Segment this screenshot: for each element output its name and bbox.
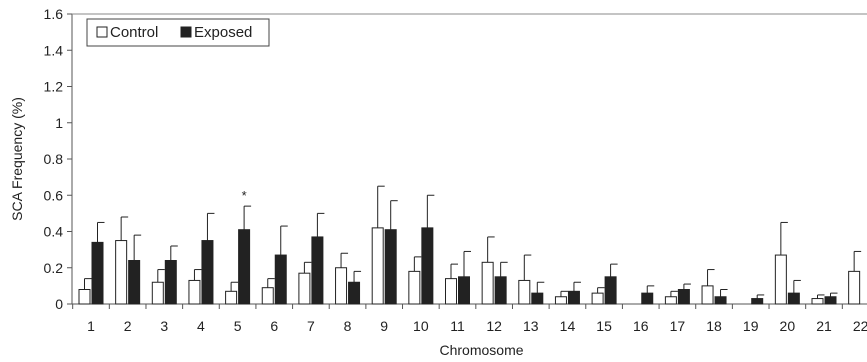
control-bar <box>811 298 824 305</box>
x-tick-label: 22 <box>853 318 867 334</box>
control-bar <box>115 240 128 305</box>
y-tick-label: 0.6 <box>44 187 64 203</box>
significance-marker: * <box>242 188 247 203</box>
exposed-bar <box>787 292 800 305</box>
x-tick-label: 9 <box>380 318 388 334</box>
control-bar <box>408 270 421 305</box>
y-tick-label: 1.2 <box>44 79 64 95</box>
legend-swatch-exposed <box>180 26 192 38</box>
exposed-bar <box>311 236 324 305</box>
x-axis-title: Chromosome <box>439 342 523 358</box>
exposed-bar <box>604 276 617 305</box>
x-tick-label: 10 <box>413 318 429 334</box>
control-bar <box>261 287 274 305</box>
control-bar <box>335 267 348 305</box>
control-bar <box>554 296 567 305</box>
x-tick-label: 11 <box>450 318 465 334</box>
x-tick-label: 12 <box>486 318 502 334</box>
x-tick-label: 2 <box>124 318 132 334</box>
control-bar <box>78 289 91 305</box>
control-bar <box>481 261 494 305</box>
exposed-bar <box>238 229 251 305</box>
exposed-bar <box>348 281 361 305</box>
x-tick-label: 8 <box>344 318 352 334</box>
y-axis-title: SCA Frequency (%) <box>9 97 25 221</box>
x-tick-label: 16 <box>633 318 649 334</box>
exposed-bar <box>274 254 287 305</box>
exposed-bar <box>677 289 690 305</box>
x-tick-label: 14 <box>560 318 576 334</box>
y-tick-label: 1 <box>55 115 63 131</box>
exposed-bar <box>128 260 141 305</box>
legend-swatch-control <box>96 26 108 38</box>
exposed-bar <box>531 292 544 305</box>
y-tick-label: 1.4 <box>44 42 64 58</box>
x-tick-label: 19 <box>743 318 759 334</box>
exposed-bar <box>201 240 214 305</box>
control-bar <box>371 227 384 305</box>
control-bar <box>445 278 457 305</box>
control-bar <box>518 279 531 305</box>
x-tick-label: 13 <box>523 318 539 334</box>
exposed-bar <box>384 229 397 305</box>
exposed-bar <box>714 296 727 305</box>
control-bar <box>848 270 861 305</box>
control-bar <box>591 292 604 305</box>
control-bar <box>225 290 238 305</box>
x-tick-label: 21 <box>816 318 832 334</box>
exposed-bar <box>91 241 104 305</box>
x-tick-label: 4 <box>197 318 205 334</box>
exposed-bar <box>641 292 654 305</box>
control-bar <box>151 281 164 305</box>
x-tick-label: 7 <box>307 318 315 334</box>
y-tick-label: 0.4 <box>44 224 64 240</box>
x-tick-label: 20 <box>780 318 796 334</box>
x-tick-label: 5 <box>234 318 242 334</box>
x-tick-label: 1 <box>87 318 95 334</box>
x-tick-label: 6 <box>270 318 278 334</box>
y-tick-label: 0 <box>55 296 63 312</box>
legend-label-control: Control <box>110 24 158 41</box>
control-bar <box>188 279 201 305</box>
control-bar <box>774 254 787 305</box>
exposed-bar <box>421 227 434 305</box>
x-tick-label: 15 <box>596 318 612 334</box>
exposed-bar <box>567 290 580 305</box>
x-tick-label: 17 <box>670 318 686 334</box>
exposed-bar <box>824 296 837 305</box>
y-tick-label: 1.6 <box>44 6 64 22</box>
exposed-bar <box>458 276 470 305</box>
control-bar <box>298 272 311 305</box>
legend-label-exposed: Exposed <box>194 24 252 41</box>
control-bar <box>664 296 677 305</box>
exposed-bar <box>164 260 177 305</box>
control-bar <box>701 285 714 305</box>
x-tick-label: 18 <box>706 318 722 334</box>
y-tick-label: 0.8 <box>44 151 64 167</box>
x-tick-label: 3 <box>160 318 168 334</box>
exposed-bar <box>751 298 764 305</box>
legend-box <box>86 18 270 47</box>
exposed-bar <box>494 276 507 305</box>
y-tick-label: 0.2 <box>44 260 64 276</box>
